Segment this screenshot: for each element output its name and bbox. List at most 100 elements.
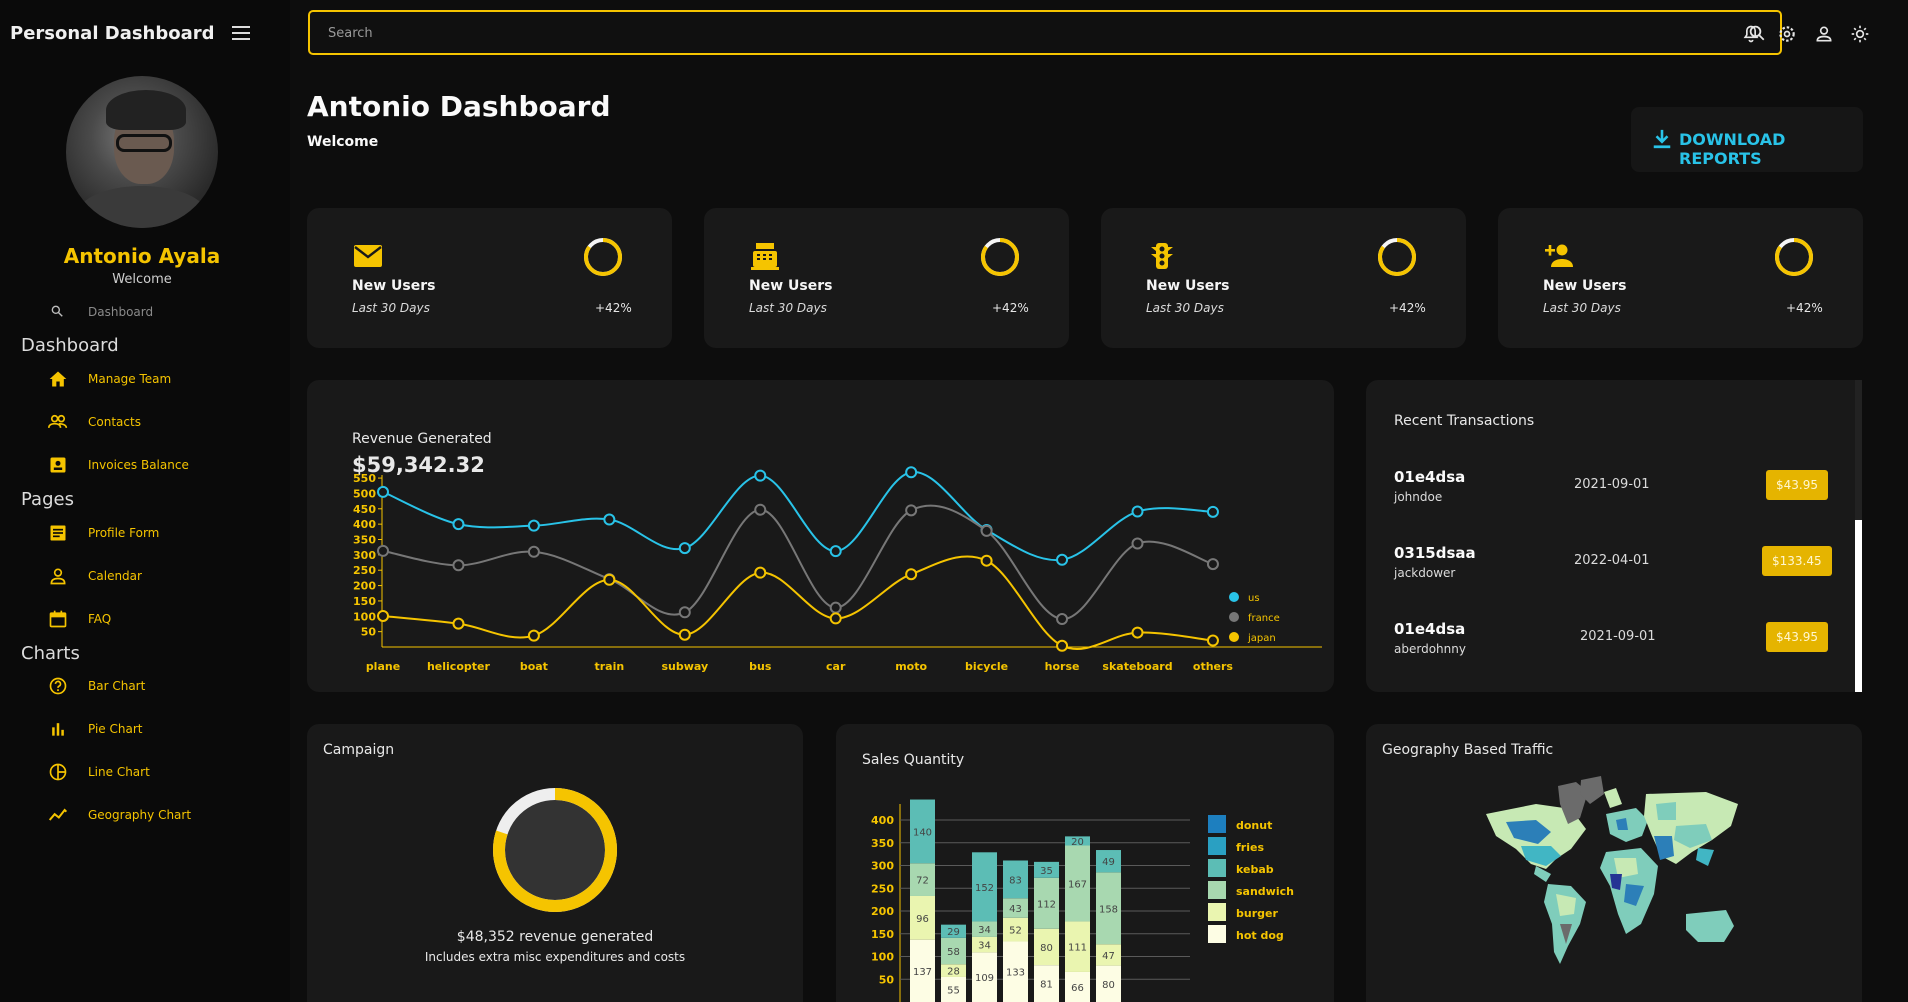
transaction-id: 01e4dsa [1394, 620, 1466, 638]
help-icon [49, 677, 67, 695]
y-tick-label: 350 [353, 534, 376, 547]
stat-title: New Users [749, 278, 833, 294]
download-reports-button[interactable]: DOWNLOAD REPORTS [1631, 107, 1863, 172]
stat-change: +42% [1786, 301, 1823, 315]
transaction-row[interactable]: 01e4dsa aberdohnny 2021-09-01 $43.95 [1366, 620, 1846, 680]
user-name: Antonio Ayala [63, 244, 221, 268]
bar-segment-kebab [1003, 860, 1028, 899]
bar-value-label: 66 [1071, 983, 1084, 994]
sun-icon[interactable] [1850, 24, 1870, 44]
search-bar [308, 10, 1782, 55]
data-point-japan [1206, 634, 1219, 647]
bar-value-label: 112 [1037, 899, 1056, 910]
legend-label: hot dog [1236, 929, 1284, 942]
series-line-us [382, 471, 1213, 562]
sidebar-item-label: Bar Chart [88, 679, 146, 693]
sidebar-item-line-chart[interactable]: Line Chart [48, 760, 268, 784]
bar-segment-hot-dog [910, 939, 935, 1002]
bar-value-label: 29 [947, 927, 960, 938]
bar-value-label: 34 [978, 941, 991, 952]
person-icon [50, 568, 66, 585]
series-line-france [382, 504, 1214, 621]
bar-segment-kebab [941, 924, 966, 938]
sidebar-item-pie-chart[interactable]: Pie Chart [48, 717, 268, 741]
download-reports-label: DOWNLOAD REPORTS [1679, 130, 1786, 168]
stat-title: New Users [1146, 278, 1230, 294]
bar-value-label: 158 [1099, 904, 1118, 915]
transaction-row[interactable]: 01e4dsa johndoe 2021-09-01 $43.95 [1366, 468, 1846, 528]
world-map [1486, 776, 1738, 964]
sidebar-item-calendar[interactable]: Calendar [48, 564, 268, 588]
bar-segment-burger [1065, 921, 1090, 972]
x-tick-label: horse [1045, 660, 1080, 673]
transaction-amount: $133.45 [1762, 546, 1832, 576]
data-point-france [1131, 537, 1144, 550]
sidebar-item-geography-chart[interactable]: Geography Chart [48, 803, 268, 827]
y-tick-label: 200 [353, 580, 376, 593]
search-icon [51, 305, 63, 317]
scrollbar[interactable] [1855, 380, 1862, 692]
person-add-icon [1545, 244, 1573, 267]
sidebar-item-faq[interactable]: FAQ [48, 607, 268, 631]
greenland [1580, 776, 1604, 804]
x-tick-label: boat [520, 660, 548, 673]
sidebar-item-contacts[interactable]: Contacts [48, 410, 268, 434]
search-input[interactable] [328, 22, 1708, 44]
stat-change: +42% [992, 301, 1029, 315]
bar-segment-burger [941, 964, 966, 977]
data-point-us [678, 542, 691, 555]
revenue-title: Revenue Generated [352, 431, 492, 447]
download-icon [1653, 129, 1671, 149]
sidebar-item-label: Profile Form [88, 526, 160, 540]
sidebar-item-label: Dashboard [88, 305, 154, 319]
bar-value-label: 81 [1040, 980, 1053, 991]
sidebar-item-invoices-balance[interactable]: Invoices Balance [48, 453, 268, 477]
stat-title: New Users [1543, 278, 1627, 294]
progress-ring [1775, 238, 1813, 276]
bar-value-label: 58 [947, 947, 960, 958]
europe [1604, 788, 1648, 842]
bar-segment-kebab [1065, 836, 1090, 846]
section-title-pages: Pages [21, 489, 74, 510]
bar-segment-hot-dog [941, 976, 966, 1002]
data-point-us [452, 518, 465, 531]
sidebar-item-bar-chart[interactable]: Bar Chart [48, 674, 268, 698]
menu-icon[interactable] [232, 26, 250, 40]
bar-value-label: 133 [1006, 968, 1025, 979]
data-point-japan [603, 573, 616, 586]
sales-card: Sales Quantity 50 100 150 200 250 300 350 400 13… [836, 724, 1334, 1002]
home-icon [49, 371, 67, 387]
legend-label: sandwich [1236, 885, 1294, 898]
bar-value-label: 140 [913, 827, 932, 838]
sidebar-item-manage-team[interactable]: Manage Team [48, 367, 268, 391]
stat-change: +42% [1389, 301, 1426, 315]
gear-icon[interactable] [1777, 24, 1797, 44]
sidebar: Personal Dashboard Antonio Ayala Welcome… [0, 0, 290, 1002]
south-america [1544, 884, 1586, 964]
bar-value-label: 96 [916, 914, 929, 925]
invoice-icon [50, 457, 66, 473]
y-tick-label: 400 [871, 814, 894, 827]
data-point-japan [829, 612, 842, 625]
transaction-date: 2021-09-01 [1580, 629, 1656, 644]
sidebar-item-label: Manage Team [88, 372, 172, 386]
bell-icon[interactable] [1741, 24, 1761, 44]
legend-dot-japan [1229, 632, 1239, 642]
sidebar-item-dashboard[interactable]: Dashboard [50, 302, 250, 322]
data-point-japan [1131, 626, 1144, 639]
x-tick-label: plane [366, 660, 400, 673]
transaction-row[interactable]: 0315dsaa jackdower 2022-04-01 $133.45 [1366, 544, 1846, 604]
bar-value-label: 49 [1102, 857, 1115, 868]
y-tick-label: 500 [353, 487, 376, 500]
transaction-date: 2021-09-01 [1574, 477, 1650, 492]
africa [1600, 848, 1658, 934]
progress-ring [1378, 238, 1416, 276]
bar-value-label: 28 [947, 967, 960, 978]
form-icon [50, 525, 66, 541]
sidebar-item-label: Calendar [88, 569, 142, 583]
bar-segment-kebab [910, 799, 935, 864]
user-icon[interactable] [1814, 24, 1834, 44]
data-point-us [754, 469, 767, 482]
scrollbar-thumb[interactable] [1855, 520, 1862, 692]
sidebar-item-profile-form[interactable]: Profile Form [48, 521, 268, 545]
